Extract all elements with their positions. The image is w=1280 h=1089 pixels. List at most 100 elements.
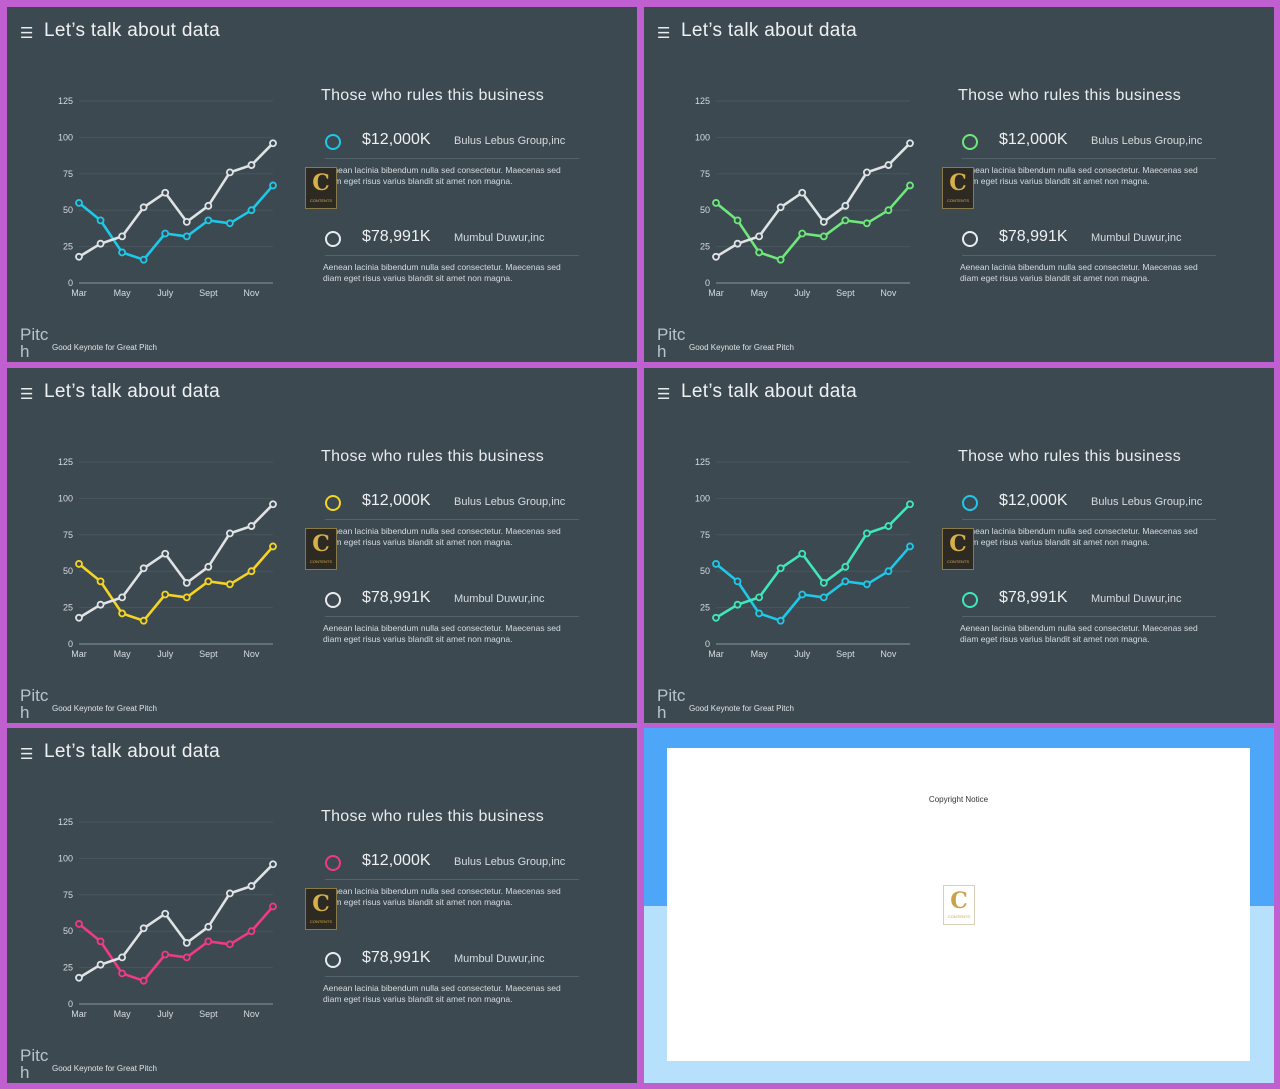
y-tick-label: 50 xyxy=(700,566,710,576)
series-2-point xyxy=(96,960,105,969)
series-2-line xyxy=(715,142,911,258)
logo-text: CONTENTS xyxy=(310,559,332,564)
menu-icon[interactable]: ☰ xyxy=(20,385,34,403)
x-tick-label: May xyxy=(114,649,132,659)
entry-amount: $12,000K xyxy=(362,492,431,509)
menu-icon[interactable]: ☰ xyxy=(20,24,34,42)
logo-letter: C xyxy=(949,531,967,557)
series-2-point xyxy=(269,860,277,869)
series-2-point xyxy=(755,593,764,602)
x-tick-label: May xyxy=(114,288,132,298)
series-1-point xyxy=(755,609,764,618)
y-tick-label: 125 xyxy=(695,96,710,106)
series-1-line xyxy=(78,545,274,623)
business-heading: Those who rules this business xyxy=(958,448,1182,465)
divider xyxy=(325,255,579,256)
series-1-point xyxy=(269,181,277,190)
series-1-point xyxy=(182,593,191,602)
y-tick-label: 25 xyxy=(700,603,710,613)
slide-title: Let’s talk about data xyxy=(44,381,221,402)
y-tick-label: 0 xyxy=(705,278,710,288)
series-1-point xyxy=(906,542,914,551)
series-1-point xyxy=(75,560,83,568)
series-1-point xyxy=(161,950,170,959)
series-1-point xyxy=(225,940,234,949)
series-1-point xyxy=(269,542,277,551)
copyright-logo-letter: C xyxy=(950,888,968,914)
series-2-point xyxy=(884,161,893,169)
series-2-line xyxy=(715,503,911,619)
divider xyxy=(325,519,579,520)
circle-icon xyxy=(962,134,978,150)
divider xyxy=(962,255,1216,256)
series-1-line xyxy=(78,184,274,262)
entry-company: Mumbul Duwur,inc xyxy=(1091,232,1182,244)
x-tick-label: July xyxy=(157,649,174,659)
entry-description: Aenean lacinia bibendum nulla sed consec… xyxy=(960,623,1198,644)
y-tick-label: 0 xyxy=(705,639,710,649)
series-2-point xyxy=(798,188,807,197)
x-tick-label: Nov xyxy=(880,649,897,659)
x-tick-label: July xyxy=(157,288,174,298)
slide-2: ☰ Let’s talk about data Those who rules … xyxy=(644,7,1274,362)
series-1-point xyxy=(755,248,764,257)
slide-title: Let’s talk about data xyxy=(44,20,221,41)
tagline: Good Keynote for Great Pitch xyxy=(689,704,794,713)
series-1-point xyxy=(75,920,83,928)
circle-icon xyxy=(325,231,341,247)
entry-description: Aenean lacinia bibendum nulla sed consec… xyxy=(960,262,1198,283)
y-tick-label: 100 xyxy=(58,853,73,863)
y-tick-label: 25 xyxy=(63,242,73,252)
series-1-point xyxy=(841,216,850,225)
entry-amount: $12,000K xyxy=(999,131,1068,148)
entry-description: Aenean lacinia bibendum nulla sed consec… xyxy=(960,526,1198,547)
tagline: Good Keynote for Great Pitch xyxy=(52,343,157,352)
series-1-point xyxy=(819,593,828,602)
y-tick-label: 25 xyxy=(700,242,710,252)
series-2-point xyxy=(182,578,191,587)
series-1-point xyxy=(225,219,234,228)
brand-name: Pitch xyxy=(20,325,49,361)
series-2-point xyxy=(225,889,234,898)
copyright-title: Copyright Notice xyxy=(928,795,989,804)
circle-icon xyxy=(962,592,978,608)
menu-icon[interactable]: ☰ xyxy=(20,745,34,763)
series-2-point xyxy=(776,564,785,573)
x-tick-label: Mar xyxy=(71,649,87,659)
x-tick-label: Sept xyxy=(199,1009,218,1019)
y-tick-label: 125 xyxy=(58,96,73,106)
series-1-point xyxy=(712,560,720,568)
series-2-point xyxy=(161,909,170,918)
series-2-point xyxy=(269,139,277,148)
series-2-point xyxy=(884,522,893,530)
circle-icon xyxy=(325,952,341,968)
y-tick-label: 75 xyxy=(700,530,710,540)
series-1-point xyxy=(139,976,148,985)
entry-description: Aenean lacinia bibendum nulla sed consec… xyxy=(323,886,561,907)
business-heading: Those who rules this business xyxy=(321,448,545,465)
menu-icon[interactable]: ☰ xyxy=(657,385,671,403)
x-tick-label: Sept xyxy=(836,288,855,298)
entry-amount: $78,991K xyxy=(362,949,431,966)
entry-amount: $12,000K xyxy=(999,492,1068,509)
divider xyxy=(325,879,579,880)
series-1-line xyxy=(715,545,911,623)
series-1-point xyxy=(118,969,127,978)
series-2-point xyxy=(139,203,148,212)
copyright-logo: C CONTENTS xyxy=(943,885,975,925)
contents-logo: C CONTENTS xyxy=(305,888,337,930)
menu-icon[interactable]: ☰ xyxy=(657,24,671,42)
series-1-point xyxy=(118,248,127,257)
line-chart: 0 25 50 75 100 125 Mar May July Sept Nov xyxy=(58,96,277,298)
y-tick-label: 0 xyxy=(68,999,73,1009)
brand-name: Pitch xyxy=(657,325,686,361)
series-2-point xyxy=(862,168,871,177)
divider xyxy=(325,616,579,617)
brand-name: Pitch xyxy=(20,686,49,722)
y-tick-label: 25 xyxy=(63,963,73,973)
series-1-point xyxy=(96,577,105,586)
contents-logo: C CONTENTS xyxy=(305,167,337,209)
copyright-slide: Copyright Notice C CONTENTS xyxy=(644,728,1274,1083)
entry-description: Aenean lacinia bibendum nulla sed consec… xyxy=(323,526,561,547)
series-2-point xyxy=(139,564,148,573)
